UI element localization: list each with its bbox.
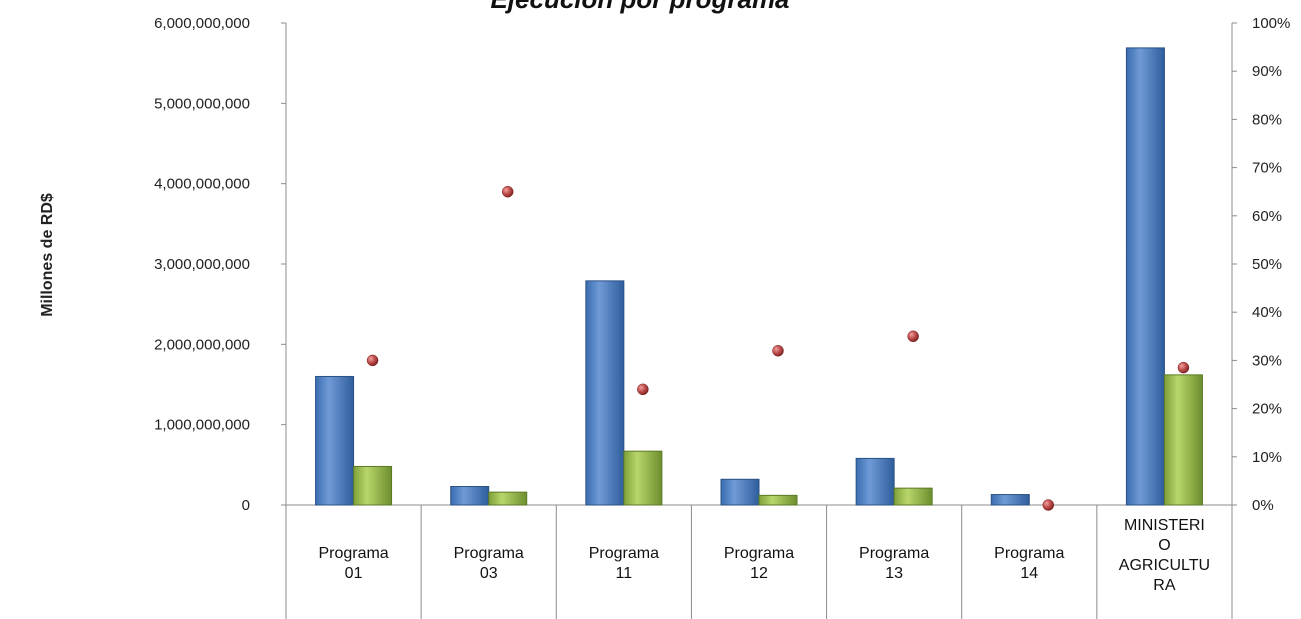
scatter-point: [907, 330, 919, 343]
points: [366, 185, 1190, 511]
y2-tick-label: 10%: [1252, 449, 1282, 466]
scatter-point: [637, 383, 649, 396]
bar-series-2: [488, 491, 528, 506]
category-label: Programa 01: [318, 545, 388, 582]
y2-tick-label: 40%: [1252, 304, 1282, 321]
y-tick-label: 5,000,000,000: [154, 95, 250, 112]
bar-series-1: [855, 457, 895, 506]
y-tick-label: 4,000,000,000: [154, 176, 250, 193]
y2-tick-label: 20%: [1252, 401, 1282, 418]
scatter-point: [772, 345, 784, 357]
y-tick-label: 0: [242, 497, 250, 514]
y2-tick-label: 80%: [1252, 111, 1282, 128]
scatter-point: [1177, 361, 1190, 374]
category-label: Programa 12: [724, 545, 794, 582]
y-tick-label: 3,000,000,000: [154, 256, 250, 273]
bar-series-2: [1163, 374, 1203, 506]
category-label: Programa 03: [454, 545, 524, 582]
y-axis-label: Millones de RD$: [39, 193, 56, 317]
scatter-point: [1042, 499, 1055, 511]
chart-title: Ejecución por programa: [490, 0, 789, 14]
tick-labels: 0 1,000,000,000 2,000,000,000 3,000,000,000…: [154, 15, 1290, 594]
y2-tick-label: 100%: [1252, 15, 1290, 32]
bar-series-1: [585, 280, 625, 506]
category-label: MINISTERI O AGRICULTU RA: [1119, 517, 1210, 594]
scatter-point: [501, 185, 514, 198]
y2-tick-label: 30%: [1252, 352, 1282, 369]
bar-series-1: [315, 375, 355, 506]
y-tick-label: 1,000,000,000: [154, 417, 250, 434]
bars: [315, 47, 1203, 506]
y2-tick-label: 50%: [1252, 256, 1282, 273]
y-tick-label: 2,000,000,000: [154, 336, 250, 353]
y2-tick-label: 60%: [1252, 208, 1282, 225]
category-label: Programa 14: [994, 545, 1064, 582]
y2-tick-label: 90%: [1252, 63, 1282, 80]
bar-series-1: [990, 494, 1030, 506]
bar-series-2: [758, 494, 798, 506]
scatter-point: [366, 354, 379, 367]
y2-tick-label: 0%: [1252, 497, 1274, 514]
y2-tick-label: 70%: [1252, 160, 1282, 177]
y-tick-label: 6,000,000,000: [154, 15, 250, 32]
bar-series-2: [893, 487, 933, 506]
category-label: Programa 13: [859, 545, 929, 582]
category-label: Programa 11: [589, 545, 659, 582]
bar-series-2: [353, 465, 393, 506]
bar-series-2: [623, 450, 663, 506]
bar-series-1: [450, 486, 490, 506]
axes: [281, 22, 1237, 619]
bar-series-1: [1125, 47, 1165, 506]
bar-series-1: [720, 478, 760, 506]
